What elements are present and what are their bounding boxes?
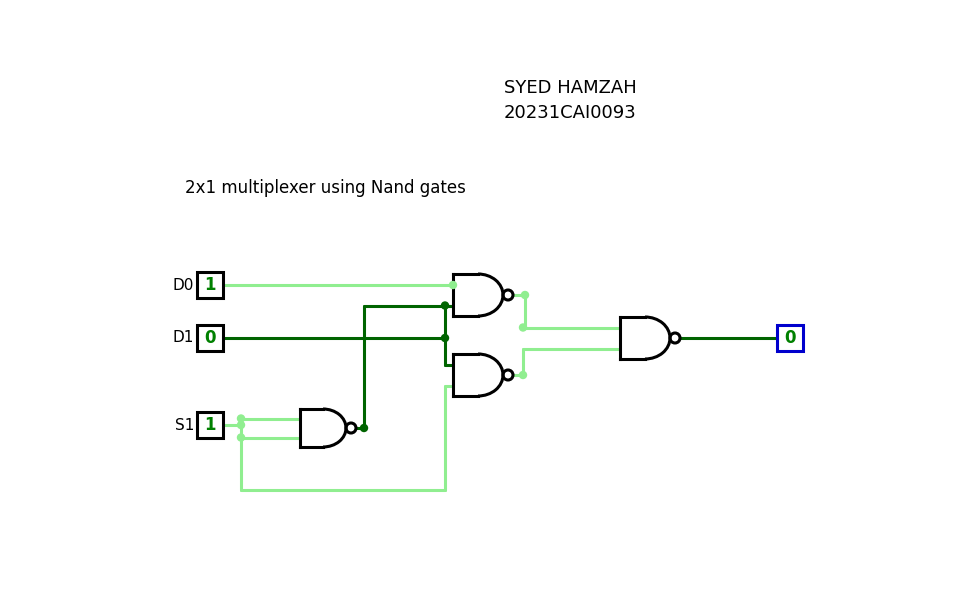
Circle shape bbox=[520, 324, 526, 331]
Circle shape bbox=[442, 302, 448, 309]
Bar bbox=[197, 325, 223, 351]
Circle shape bbox=[237, 415, 245, 422]
Circle shape bbox=[520, 371, 526, 379]
Text: SYED HAMZAH: SYED HAMZAH bbox=[503, 79, 636, 97]
Text: 2x1 multiplexer using Nand gates: 2x1 multiplexer using Nand gates bbox=[185, 179, 466, 197]
Text: 0: 0 bbox=[785, 329, 795, 347]
Circle shape bbox=[522, 291, 528, 298]
Text: 1: 1 bbox=[204, 276, 216, 294]
Text: 20231CAI0093: 20231CAI0093 bbox=[503, 104, 636, 122]
Circle shape bbox=[442, 335, 448, 341]
Text: D1: D1 bbox=[173, 330, 194, 346]
Bar bbox=[777, 325, 803, 351]
Circle shape bbox=[449, 282, 457, 288]
Text: 0: 0 bbox=[204, 329, 216, 347]
Circle shape bbox=[237, 434, 245, 441]
Bar bbox=[197, 272, 223, 298]
Bar bbox=[197, 412, 223, 438]
Circle shape bbox=[237, 421, 245, 429]
Text: S1: S1 bbox=[174, 417, 194, 432]
Text: D0: D0 bbox=[173, 277, 194, 292]
Text: 1: 1 bbox=[204, 416, 216, 434]
Circle shape bbox=[361, 425, 367, 432]
